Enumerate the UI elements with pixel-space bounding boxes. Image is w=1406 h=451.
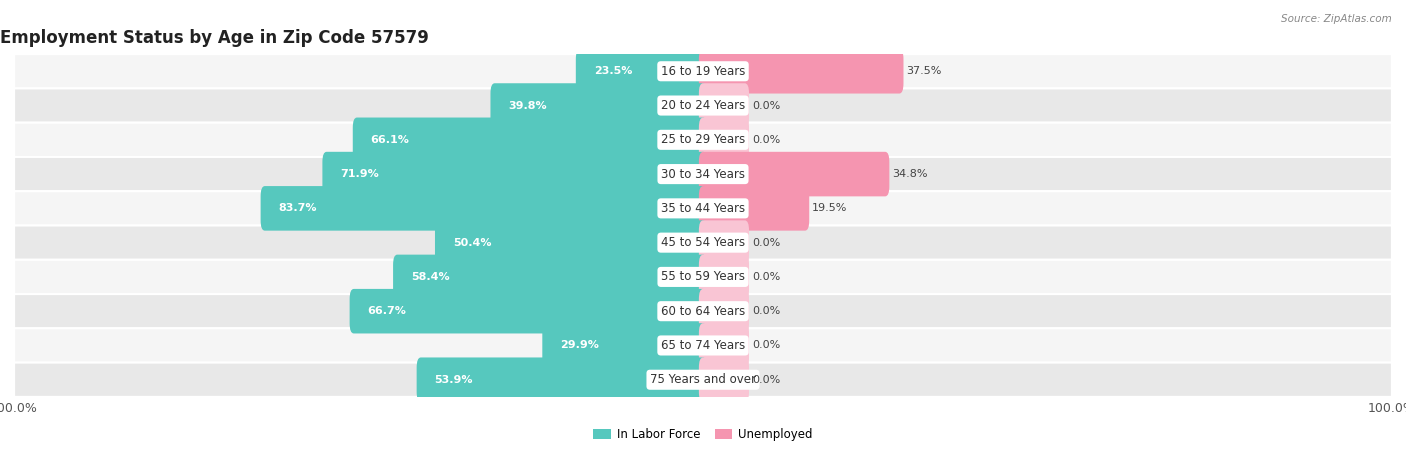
Text: 50.4%: 50.4% [453,238,491,248]
Text: 66.7%: 66.7% [367,306,406,316]
FancyBboxPatch shape [14,88,1392,123]
FancyBboxPatch shape [14,191,1392,226]
FancyBboxPatch shape [576,49,707,93]
FancyBboxPatch shape [14,328,1392,363]
Text: 55 to 59 Years: 55 to 59 Years [661,271,745,283]
Text: 16 to 19 Years: 16 to 19 Years [661,65,745,78]
FancyBboxPatch shape [434,221,707,265]
FancyBboxPatch shape [14,260,1392,294]
Text: 0.0%: 0.0% [752,135,780,145]
FancyBboxPatch shape [14,157,1392,191]
FancyBboxPatch shape [14,123,1392,157]
Text: 29.9%: 29.9% [560,341,599,350]
Text: 65 to 74 Years: 65 to 74 Years [661,339,745,352]
Text: 30 to 34 Years: 30 to 34 Years [661,168,745,180]
Text: 83.7%: 83.7% [278,203,316,213]
FancyBboxPatch shape [699,118,749,162]
FancyBboxPatch shape [699,323,749,368]
Text: 0.0%: 0.0% [752,272,780,282]
FancyBboxPatch shape [699,152,890,196]
FancyBboxPatch shape [699,358,749,402]
Text: 0.0%: 0.0% [752,238,780,248]
Text: 45 to 54 Years: 45 to 54 Years [661,236,745,249]
Text: 58.4%: 58.4% [411,272,450,282]
Text: 19.5%: 19.5% [813,203,848,213]
FancyBboxPatch shape [699,221,749,265]
Text: 37.5%: 37.5% [907,66,942,76]
FancyBboxPatch shape [14,363,1392,397]
Text: 25 to 29 Years: 25 to 29 Years [661,133,745,146]
Text: 34.8%: 34.8% [891,169,928,179]
FancyBboxPatch shape [699,255,749,299]
FancyBboxPatch shape [353,118,707,162]
FancyBboxPatch shape [416,358,707,402]
FancyBboxPatch shape [394,255,707,299]
FancyBboxPatch shape [491,83,707,128]
Text: 0.0%: 0.0% [752,101,780,110]
Text: 23.5%: 23.5% [593,66,633,76]
FancyBboxPatch shape [14,226,1392,260]
Text: 71.9%: 71.9% [340,169,380,179]
Text: 0.0%: 0.0% [752,341,780,350]
Text: Employment Status by Age in Zip Code 57579: Employment Status by Age in Zip Code 575… [0,29,429,47]
Text: 53.9%: 53.9% [434,375,472,385]
FancyBboxPatch shape [350,289,707,333]
FancyBboxPatch shape [14,54,1392,88]
FancyBboxPatch shape [543,323,707,368]
Text: 35 to 44 Years: 35 to 44 Years [661,202,745,215]
FancyBboxPatch shape [699,49,904,93]
Text: 60 to 64 Years: 60 to 64 Years [661,305,745,318]
Text: 0.0%: 0.0% [752,375,780,385]
Text: 0.0%: 0.0% [752,306,780,316]
FancyBboxPatch shape [699,289,749,333]
Text: 75 Years and over: 75 Years and over [650,373,756,386]
Text: Source: ZipAtlas.com: Source: ZipAtlas.com [1281,14,1392,23]
FancyBboxPatch shape [322,152,707,196]
Text: 20 to 24 Years: 20 to 24 Years [661,99,745,112]
FancyBboxPatch shape [699,83,749,128]
Text: 39.8%: 39.8% [509,101,547,110]
Text: 66.1%: 66.1% [371,135,409,145]
Legend: In Labor Force, Unemployed: In Labor Force, Unemployed [589,423,817,446]
FancyBboxPatch shape [260,186,707,230]
FancyBboxPatch shape [14,294,1392,328]
FancyBboxPatch shape [699,186,810,230]
